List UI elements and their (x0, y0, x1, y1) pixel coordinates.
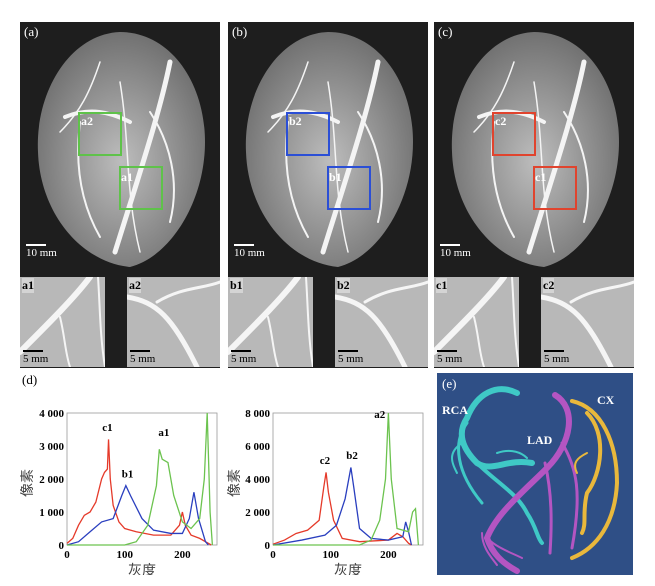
scale-bar: 10 mm (440, 244, 471, 259)
roi-label-1: b1 (329, 170, 342, 184)
series-label-b2: b2 (346, 450, 358, 462)
y-tick-label: 8 000 (245, 408, 270, 420)
roi-box-1 (533, 166, 577, 210)
inset-scale-bar: 5 mm (231, 350, 256, 365)
roi-label-2: a2 (81, 114, 93, 128)
roi-box-2 (492, 112, 536, 156)
inset-label: c1 (436, 278, 448, 293)
series-label-b1: b1 (122, 468, 134, 480)
inset-scale-bar: 5 mm (130, 350, 155, 365)
cx-label: CX (597, 393, 615, 407)
zoom-inset: b2 5 mm (335, 277, 428, 367)
zoom-inset: a1 5 mm (20, 277, 105, 367)
zoom-inset: c2 5 mm (541, 277, 634, 367)
inset-label: b2 (337, 278, 350, 293)
lad-vessel (481, 392, 579, 574)
roi-label-2: b2 (289, 114, 302, 128)
x-tick-label: 100 (322, 549, 339, 561)
y-tick-label: 6 000 (245, 441, 270, 453)
x-tick-label: 0 (270, 549, 276, 561)
heart-panel: (c) c2 c1 10 mm (434, 22, 634, 272)
x-tick-label: 200 (380, 549, 397, 561)
inset-scale-bar: 5 mm (544, 350, 569, 365)
panel-label: (c) (438, 24, 453, 39)
y-tick-label: 4 000 (245, 474, 270, 486)
y-tick-label: 3 000 (39, 441, 64, 453)
y-tick-label: 2 000 (39, 474, 64, 486)
cx-vessel (570, 399, 620, 560)
heart-panel: (b) b2 b1 10 mm (228, 22, 428, 272)
panel-label: (a) (24, 24, 39, 39)
y-axis-label: 像素 (20, 469, 36, 497)
panel-e-3d-vessels: (e) RCA LAD CX (437, 373, 633, 575)
x-tick-label: 100 (116, 549, 133, 561)
series-line-b1 (66, 483, 209, 546)
y-tick-label: 1 000 (39, 507, 64, 519)
plot-frame (66, 412, 218, 546)
x-axis-label: 灰度 (128, 563, 156, 575)
roi-box-1 (327, 166, 371, 210)
zoom-inset: c1 5 mm (434, 277, 519, 367)
inset-scale-bar: 5 mm (437, 350, 462, 365)
inset-label: a1 (22, 278, 34, 293)
inset-label: a2 (129, 278, 141, 293)
panel-e-label: (e) (442, 376, 457, 391)
series-line-a1 (67, 412, 214, 546)
roi-label-2: c2 (495, 114, 507, 128)
inset-label: c2 (543, 278, 555, 293)
y-tick-label: 4 000 (39, 408, 64, 420)
coronary-tree-render (451, 386, 620, 574)
series-label-a1: a1 (158, 427, 169, 439)
scale-bar: 10 mm (26, 244, 57, 259)
inset-scale-bar: 5 mm (338, 350, 363, 365)
rca-label: RCA (442, 403, 468, 417)
series-line-c1 (66, 439, 212, 546)
histogram-chart-1: 0 1 000 2 000 3 000 4 000 0 100 200 灰度 像素 c1 b1 a1 (20, 408, 218, 575)
y-tick-label: 0 (59, 540, 65, 552)
panel-label: (b) (232, 24, 248, 39)
series-line-c2 (272, 472, 412, 546)
inset-scale-bar: 5 mm (23, 350, 48, 365)
x-axis-label: 灰度 (334, 563, 362, 575)
roi-label-1: c1 (535, 170, 547, 184)
roi-label-1: a1 (121, 170, 133, 184)
series-label-c1: c1 (102, 422, 112, 434)
y-tick-label: 0 (265, 540, 271, 552)
roi-box-1 (119, 166, 163, 210)
roi-box-2 (286, 112, 330, 156)
heart-panel: (a) a2 a1 10 mm (20, 22, 220, 272)
y-tick-label: 2 000 (245, 507, 270, 519)
roi-box-2 (78, 112, 122, 156)
x-tick-label: 200 (174, 549, 191, 561)
series-label-a2: a2 (374, 409, 386, 421)
zoom-inset: b1 5 mm (228, 277, 313, 367)
plot-frame (272, 412, 424, 546)
x-tick-label: 0 (64, 549, 70, 561)
scale-bar: 10 mm (234, 244, 265, 259)
series-label-c2: c2 (320, 455, 331, 467)
zoom-inset: a2 5 mm (127, 277, 220, 367)
series-line-a2 (273, 412, 420, 546)
panel-d-label: (d) (22, 372, 38, 387)
series-line-b2 (272, 467, 413, 546)
lad-label: LAD (527, 433, 553, 447)
inset-label: b1 (230, 278, 243, 293)
rca-vessel (451, 386, 544, 545)
histogram-chart-2: 0 2 000 4 000 6 000 8 000 0 100 200 灰度 像素 c2 b2 a2 (227, 408, 424, 575)
y-axis-label: 像素 (227, 469, 243, 497)
